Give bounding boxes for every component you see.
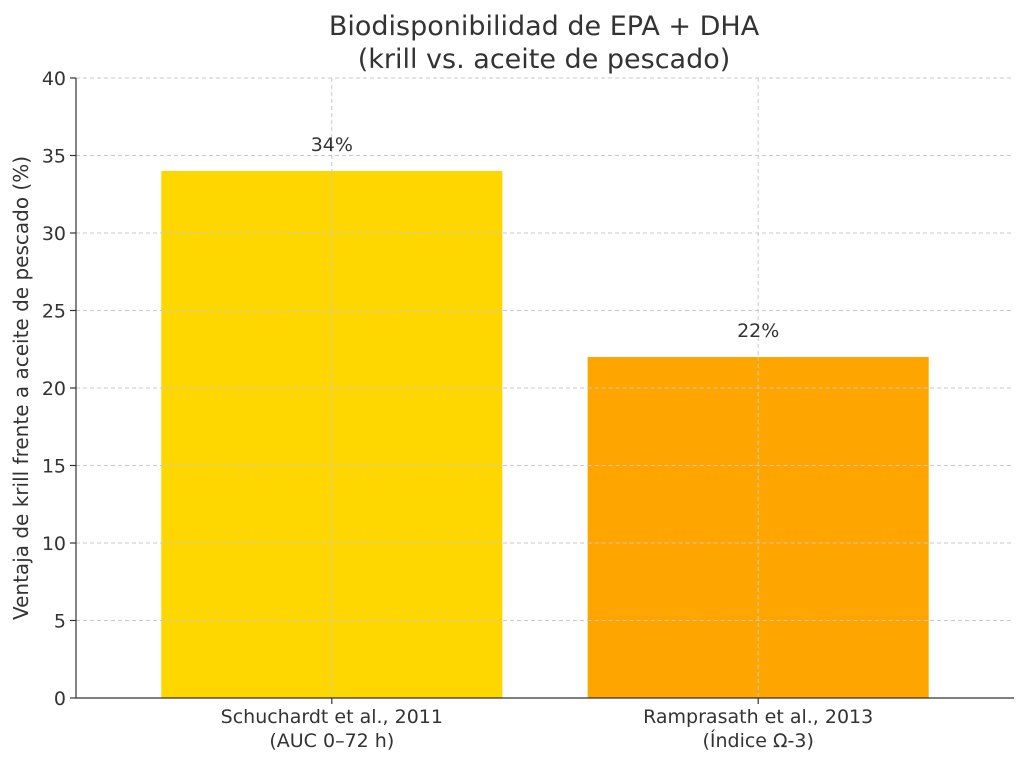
chart-title-line-2: (krill vs. aceite de pescado) <box>358 44 731 75</box>
y-axis-label: Ventaja de krill frente a aceite de pesc… <box>9 156 33 620</box>
y-tick-label: 20 <box>42 378 66 400</box>
y-tick-label: 10 <box>42 533 66 555</box>
x-tick-label: Ramprasath et al., 2013 <box>643 706 873 728</box>
x-tick-label: (AUC 0–72 h) <box>269 730 394 752</box>
y-tick-label: 5 <box>54 611 66 633</box>
x-tick-label: Schuchardt et al., 2011 <box>221 706 443 728</box>
y-tick-label: 0 <box>54 688 66 710</box>
bar-value-label: 22% <box>737 320 779 342</box>
data-labels: 34% 22% <box>311 134 780 342</box>
y-tick-label: 35 <box>42 146 66 168</box>
y-tick-label: 30 <box>42 223 66 245</box>
chart-title: Biodisponibilidad de EPA + DHA (krill vs… <box>329 11 760 75</box>
axes <box>70 77 1014 704</box>
y-tick-label: 15 <box>42 456 66 478</box>
chart-title-line-1: Biodisponibilidad de EPA + DHA <box>329 11 760 42</box>
x-tick-label: (Índice Ω-3) <box>702 729 813 752</box>
y-tick-label: 25 <box>42 301 66 323</box>
bars <box>161 171 929 698</box>
y-tick-label: 40 <box>42 68 66 90</box>
bar-value-label: 34% <box>311 134 353 156</box>
x-tick-labels: Schuchardt et al., 2011(AUC 0–72 h) Rampr… <box>221 706 874 752</box>
y-tick-labels: 0 5 10 15 20 25 30 35 40 <box>42 68 66 710</box>
